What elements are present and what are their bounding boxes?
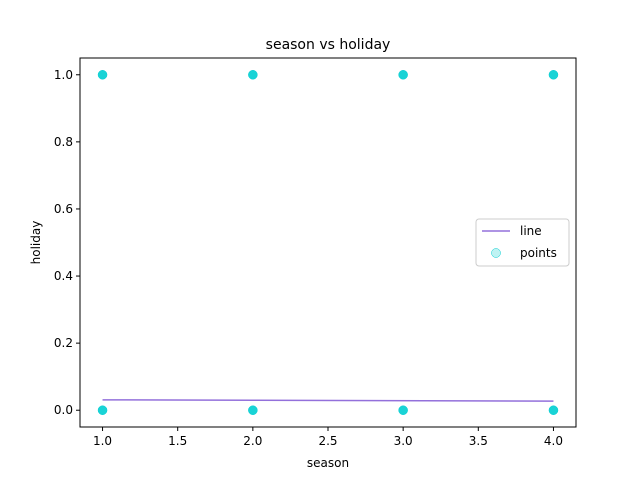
y-tick-label: 0.6: [54, 202, 73, 216]
y-axis-label: holiday: [29, 221, 43, 265]
legend-point-swatch: [491, 248, 501, 258]
series-line: [102, 399, 554, 402]
scatter-point: [398, 405, 408, 415]
x-tick-label: 3.5: [469, 434, 488, 448]
legend-label: points: [520, 246, 557, 260]
y-axis: 0.0 0.2 0.4 0.6 0.8 1.0: [54, 68, 80, 417]
legend-label: line: [520, 224, 542, 238]
y-tick-label: 1.0: [54, 68, 73, 82]
scatter-point: [248, 405, 258, 415]
x-tick-label: 3.0: [394, 434, 413, 448]
scatter-point: [248, 70, 258, 80]
y-tick-label: 0.0: [54, 403, 73, 417]
x-axis-label: season: [307, 456, 349, 470]
legend: line points: [475, 218, 570, 267]
x-tick-label: 2.5: [318, 434, 337, 448]
x-axis: 1.0 1.5 2.0 2.5 3.0 3.5 4.0: [93, 427, 563, 448]
plot-layer: [97, 70, 559, 415]
x-tick-label: 2.0: [243, 434, 262, 448]
scatter-point: [548, 405, 559, 415]
y-tick-label: 0.4: [54, 269, 73, 283]
scatter-point: [97, 405, 108, 415]
scatter-point: [398, 70, 408, 80]
x-tick-label: 4.0: [544, 434, 563, 448]
y-tick-label: 0.8: [54, 135, 73, 149]
x-tick-label: 1.0: [93, 434, 112, 448]
y-tick-label: 0.2: [54, 336, 73, 350]
scatter-point: [548, 70, 559, 80]
scatter-point: [97, 70, 108, 80]
chart-title: season vs holiday: [266, 37, 391, 53]
x-tick-label: 1.5: [168, 434, 187, 448]
